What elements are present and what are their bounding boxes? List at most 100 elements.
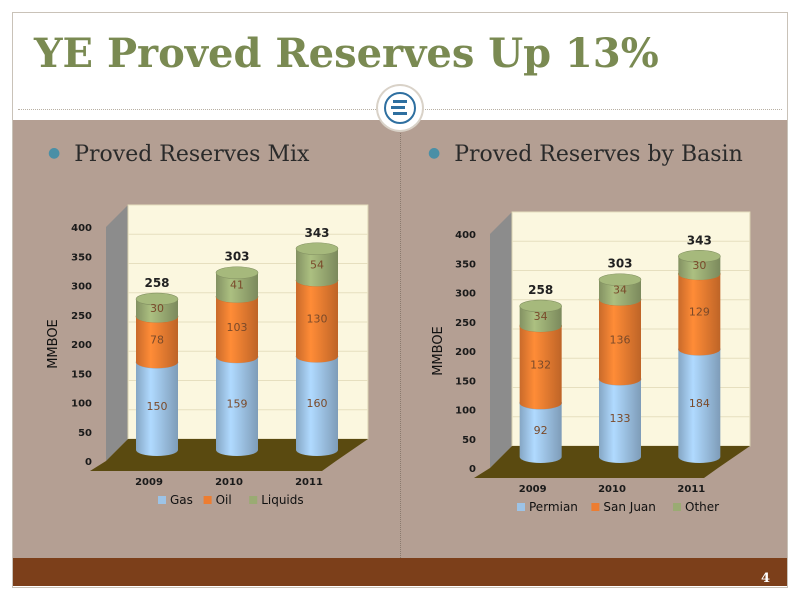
bar-segment-permian — [519, 403, 562, 464]
data-label: 132 — [530, 359, 551, 372]
data-label: 92 — [534, 424, 548, 437]
data-label: 159 — [227, 397, 248, 410]
bar-segment-oil — [216, 296, 258, 363]
bar-segment-permian — [678, 349, 721, 464]
total-label: 303 — [224, 250, 249, 264]
data-label: 133 — [610, 412, 631, 425]
data-label: 34 — [534, 310, 548, 323]
data-label: 130 — [307, 312, 328, 325]
legend-swatch — [158, 496, 166, 504]
legend-label: San Juan — [603, 500, 656, 514]
y-tick-label: 100 — [455, 406, 476, 417]
total-label: 303 — [607, 257, 632, 271]
y-tick-label: 200 — [71, 340, 92, 351]
slide-frame — [12, 12, 788, 588]
bar-segment-other — [519, 306, 562, 332]
bar-segment-liquids — [296, 248, 338, 287]
legend-label: Liquids — [261, 493, 303, 507]
y-tick-label: 350 — [455, 259, 476, 270]
legend-swatch — [249, 496, 258, 504]
y-tick-label: 250 — [71, 311, 92, 322]
bar-segment-permian — [599, 379, 641, 463]
bar-segment-liquids — [216, 272, 258, 303]
bar-segment-top — [598, 273, 642, 287]
data-label: 54 — [310, 259, 324, 272]
slide-title: YE Proved Reserves Up 13% — [34, 30, 659, 77]
legend-label: Oil — [216, 493, 232, 507]
bar-segment-gas — [136, 362, 178, 456]
data-label: 160 — [307, 397, 328, 410]
bullet-reserves-basin-text: Proved Reserves by Basin — [454, 142, 743, 167]
bullet-dot-icon: ● — [428, 145, 441, 161]
legend-swatch — [517, 503, 525, 511]
bar-segment-gas — [296, 356, 338, 456]
legend-label: Other — [685, 500, 719, 514]
y-tick-label: 0 — [469, 464, 476, 475]
y-tick-label: 50 — [78, 428, 92, 439]
bullet-dot-icon: ● — [48, 145, 61, 161]
y-axis-label: MMBOE — [431, 326, 446, 376]
total-label: 258 — [144, 276, 169, 290]
bar-segment-top — [135, 292, 179, 306]
bar-segment-san-juan — [599, 299, 641, 386]
y-tick-label: 50 — [462, 435, 476, 446]
chart-side-wall — [106, 205, 128, 461]
total-label: 343 — [687, 233, 712, 247]
x-tick-label: 2009 — [519, 484, 547, 495]
bar-segment-other — [678, 256, 721, 280]
data-label: 129 — [689, 306, 710, 319]
y-tick-label: 400 — [455, 230, 476, 241]
y-tick-label: 350 — [71, 252, 92, 263]
bar-segment-top — [215, 266, 259, 280]
data-label: 103 — [227, 321, 248, 334]
bar-segment-top — [519, 299, 562, 313]
data-label: 41 — [230, 279, 244, 292]
y-tick-label: 0 — [85, 457, 92, 468]
y-tick-label: 100 — [71, 399, 92, 410]
x-tick-label: 2010 — [598, 484, 626, 495]
bar-segment-liquids — [136, 299, 178, 323]
bar-segment-other — [599, 279, 641, 306]
x-tick-label: 2009 — [135, 477, 163, 488]
y-axis-label: MMBOE — [46, 319, 61, 369]
data-label: 150 — [147, 400, 168, 413]
y-tick-label: 400 — [71, 223, 92, 234]
bullet-reserves-mix-text: Proved Reserves Mix — [74, 142, 310, 167]
legend-label: Permian — [529, 500, 578, 514]
data-label: 30 — [150, 302, 164, 315]
data-label: 136 — [610, 333, 631, 346]
data-label: 78 — [150, 333, 164, 346]
data-label: 34 — [613, 284, 627, 297]
legend-swatch — [203, 496, 212, 504]
total-label: 258 — [528, 283, 553, 297]
bar-segment-gas — [216, 356, 258, 456]
x-tick-label: 2010 — [215, 477, 243, 488]
company-logo-icon — [378, 86, 422, 130]
y-tick-label: 150 — [71, 369, 92, 380]
bar-segment-oil — [136, 316, 178, 369]
y-tick-label: 150 — [455, 376, 476, 387]
y-tick-label: 300 — [455, 289, 476, 300]
bar-segment-top — [678, 250, 721, 263]
total-label: 343 — [304, 226, 329, 240]
bullet-reserves-mix: ● Proved Reserves Mix — [48, 142, 309, 167]
y-tick-label: 200 — [455, 347, 476, 358]
x-tick-label: 2011 — [295, 477, 323, 488]
y-tick-label: 300 — [71, 282, 92, 293]
panel-divider — [400, 120, 401, 558]
bar-segment-oil — [296, 280, 338, 363]
y-tick-label: 250 — [455, 318, 476, 329]
bar-segment-san-juan — [519, 325, 562, 410]
bar-segment-top — [295, 242, 339, 256]
data-label: 184 — [689, 397, 710, 410]
bullet-reserves-basin: ● Proved Reserves by Basin — [428, 142, 743, 167]
page-number: 4 — [760, 571, 770, 586]
legend-label: Gas — [170, 493, 193, 507]
legend-swatch — [591, 503, 600, 511]
bar-segment-san-juan — [678, 273, 721, 356]
data-label: 30 — [692, 259, 706, 272]
legend-swatch — [673, 503, 681, 511]
footer-bar — [13, 558, 787, 586]
